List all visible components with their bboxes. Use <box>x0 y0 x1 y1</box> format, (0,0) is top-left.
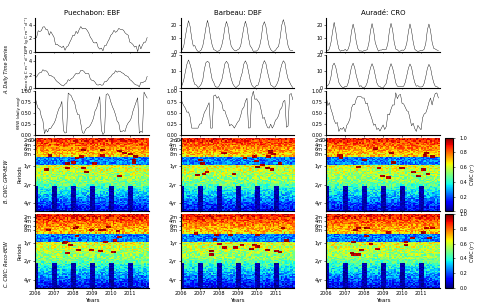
Y-axis label: θEW (daily avg): θEW (daily avg) <box>18 97 21 129</box>
Title: Puechabon: EBF: Puechabon: EBF <box>64 10 120 16</box>
Y-axis label: Periods: Periods <box>17 165 22 183</box>
X-axis label: Years: Years <box>376 298 390 303</box>
Y-axis label: Periods: Periods <box>17 242 22 260</box>
Y-axis label: GPP (g C m⁻² d⁻¹): GPP (g C m⁻² d⁻¹) <box>25 17 29 53</box>
Title: Auradé: CRO: Auradé: CRO <box>361 10 406 16</box>
Y-axis label: Reco (g C m⁻² d⁻¹): Reco (g C m⁻² d⁻¹) <box>25 52 29 90</box>
Text: A. Daily Time Series: A. Daily Time Series <box>4 45 9 94</box>
Text: C. CWC: Reco-θEW: C. CWC: Reco-θEW <box>4 241 9 287</box>
Title: Barbeau: DBF: Barbeau: DBF <box>214 10 262 16</box>
Text: B. CWC: GPP-θEW: B. CWC: GPP-θEW <box>4 160 9 204</box>
X-axis label: Years: Years <box>230 298 245 303</box>
X-axis label: Years: Years <box>84 298 99 303</box>
